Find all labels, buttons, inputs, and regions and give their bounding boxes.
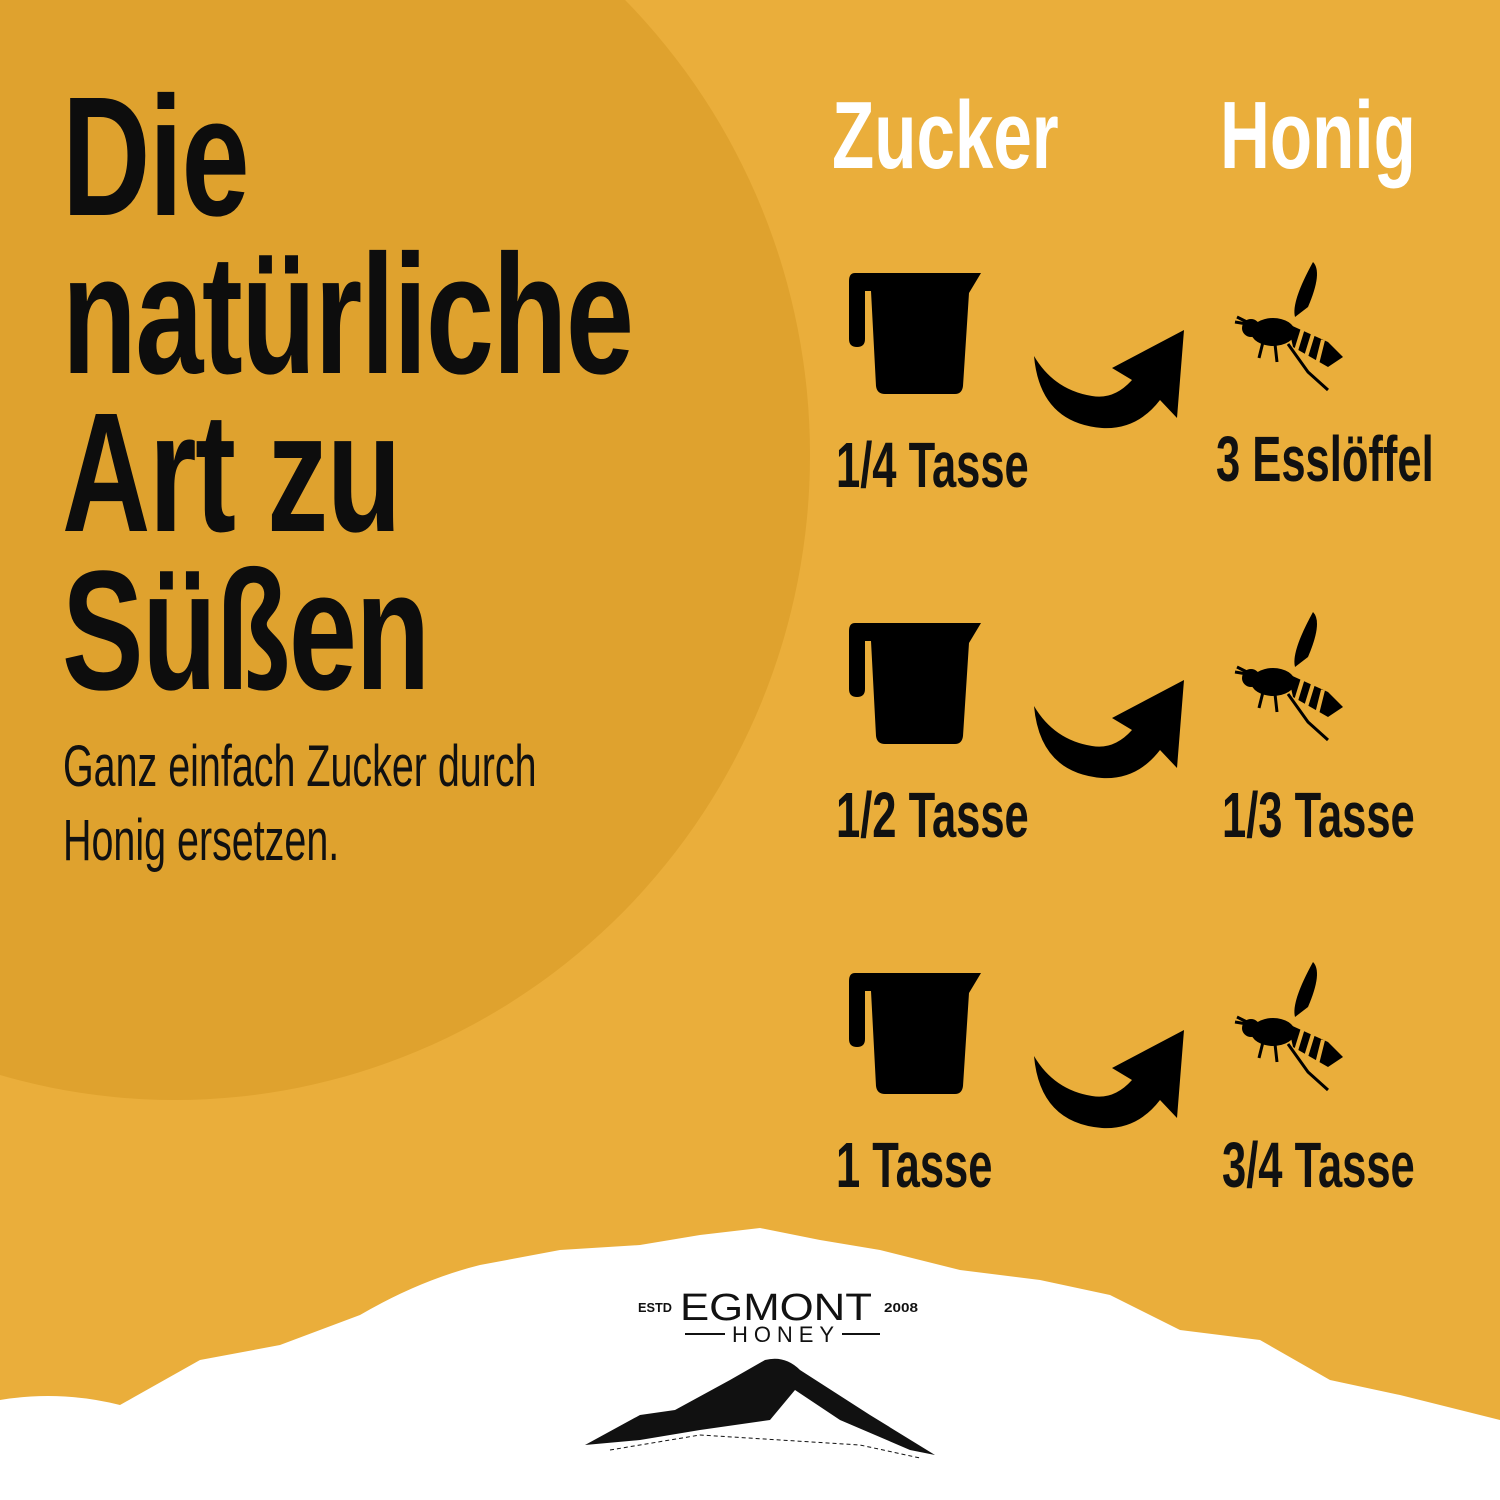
logo-brand: EGMONT xyxy=(680,1287,872,1329)
measuring-cup-icon xyxy=(845,621,985,746)
egmont-honey-logo: ESTD EGMONT 2008 HONEY xyxy=(585,1287,935,1459)
title-line: Süßen xyxy=(62,536,430,726)
subtitle-line: Ganz einfach Zucker durch xyxy=(63,734,537,799)
bee-icon xyxy=(1233,612,1348,742)
logo-year: 2008 xyxy=(884,1300,918,1315)
subtitle: Ganz einfach Zucker durch Honig ersetzen… xyxy=(63,730,623,878)
curved-arrow-icon xyxy=(1032,678,1187,783)
title-line: Die xyxy=(62,62,250,252)
sugar-amount: 1/4 Tasse xyxy=(836,429,1029,501)
measuring-cup-icon xyxy=(845,271,985,396)
bee-icon xyxy=(1233,962,1348,1092)
title-line: natürliche xyxy=(62,220,634,410)
logo-estd: ESTD xyxy=(638,1300,672,1315)
curved-arrow-icon xyxy=(1032,328,1187,433)
bee-icon xyxy=(1233,262,1348,392)
page-title: Die natürliche Art zu Süßen xyxy=(62,62,662,726)
title-line: Art zu xyxy=(62,378,402,568)
column-heading-honey: Honig xyxy=(1220,82,1416,189)
subtitle-line: Honig ersetzen. xyxy=(63,808,340,873)
sugar-amount: 1 Tasse xyxy=(836,1129,993,1201)
measuring-cup-icon xyxy=(845,971,985,1096)
mountain-illustration xyxy=(585,1358,935,1455)
honey-amount: 3/4 Tasse xyxy=(1222,1129,1415,1201)
curved-arrow-icon xyxy=(1032,1028,1187,1133)
logo-sub: HONEY xyxy=(732,1322,834,1347)
sugar-amount: 1/2 Tasse xyxy=(836,779,1029,851)
column-heading-sugar: Zucker xyxy=(832,82,1059,189)
honey-amount: 1/3 Tasse xyxy=(1222,779,1415,851)
white-mountain-silhouette xyxy=(0,1228,1500,1500)
honey-amount: 3 Esslöffel xyxy=(1216,423,1434,495)
background-circle xyxy=(0,0,810,1100)
